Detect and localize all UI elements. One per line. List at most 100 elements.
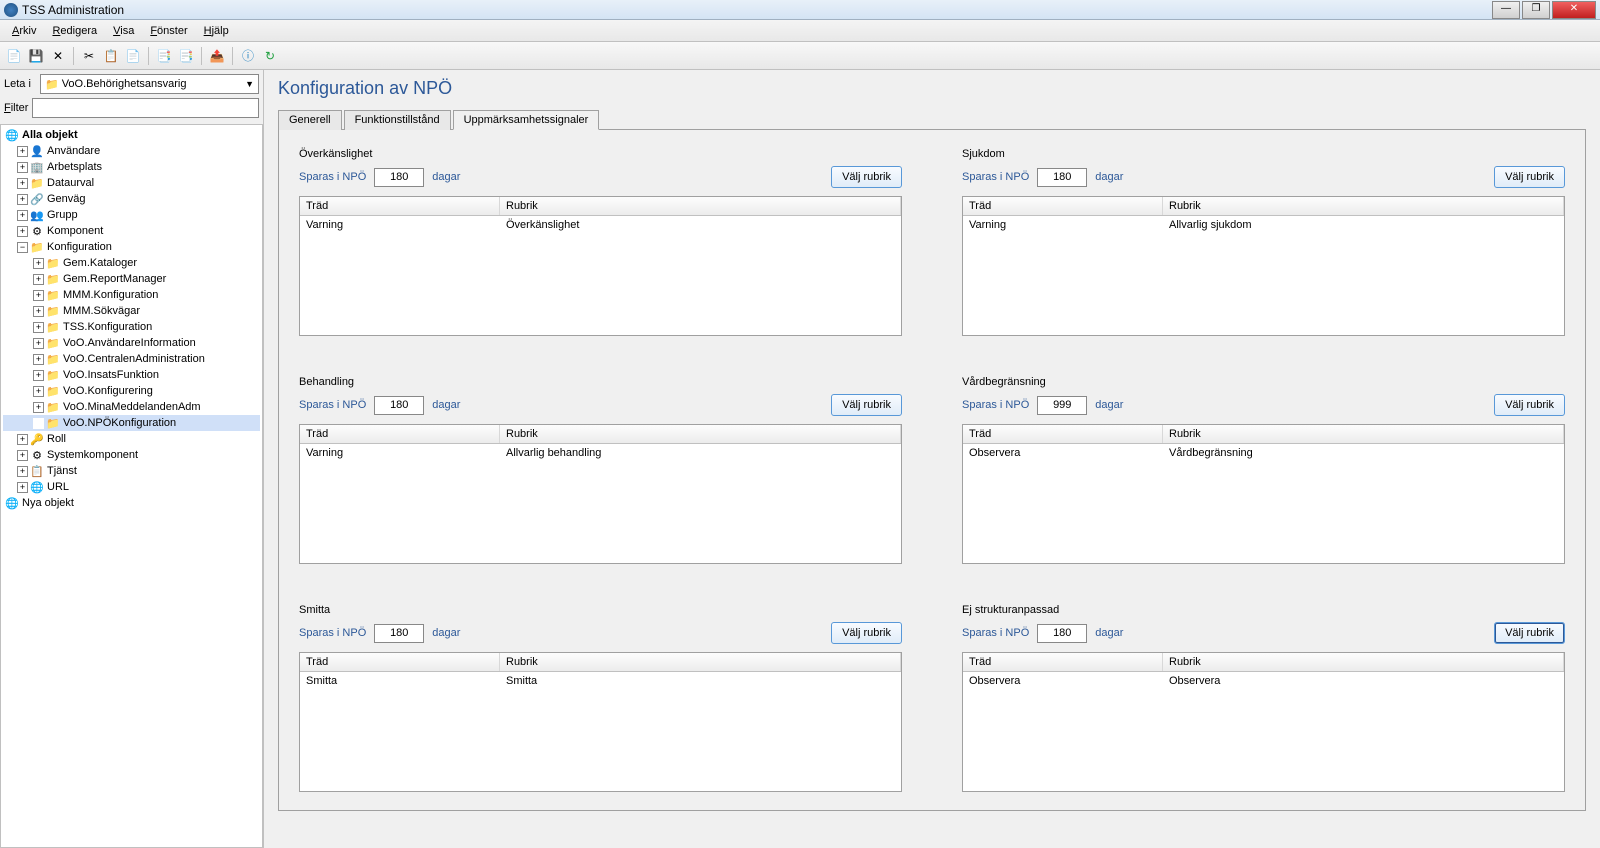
valj-rubrik-button[interactable]: Välj rubrik xyxy=(1494,394,1565,416)
col-rubrik[interactable]: Rubrik xyxy=(1163,653,1564,671)
rubrik-grid[interactable]: Träd Rubrik Observera Vårdbegränsning xyxy=(962,424,1565,564)
tree-item[interactable]: +📋Tjänst xyxy=(3,463,260,479)
valj-rubrik-button[interactable]: Välj rubrik xyxy=(1494,622,1565,644)
tree-item[interactable]: +⚙Komponent xyxy=(3,223,260,239)
grid-row[interactable]: Varning Överkänslighet xyxy=(300,216,901,234)
col-trad[interactable]: Träd xyxy=(963,425,1163,443)
col-rubrik[interactable]: Rubrik xyxy=(1163,425,1564,443)
object-tree[interactable]: 🌐 Alla objekt +👤Användare+🏢Arbetsplats+📁… xyxy=(0,124,263,848)
leta-combo[interactable]: 📁VoO.Behörighetsansvarig ▼ xyxy=(40,74,259,94)
tree-item[interactable]: +⚙Systemkomponent xyxy=(3,447,260,463)
tree-item[interactable]: +📁VoO.AnvändareInformation xyxy=(3,335,260,351)
days-input[interactable] xyxy=(1037,168,1087,187)
menu-visa[interactable]: Visa xyxy=(105,23,142,39)
col-rubrik[interactable]: Rubrik xyxy=(500,425,901,443)
valj-rubrik-button[interactable]: Välj rubrik xyxy=(831,394,902,416)
tree-item[interactable]: +📁VoO.Konfigurering xyxy=(3,383,260,399)
col-rubrik[interactable]: Rubrik xyxy=(500,197,901,215)
rubrik-grid[interactable]: Träd Rubrik Varning Allvarlig sjukdom xyxy=(962,196,1565,336)
new-icon[interactable]: 📄 xyxy=(4,46,24,66)
delete-icon[interactable]: ✕ xyxy=(48,46,68,66)
expand-icon[interactable]: + xyxy=(17,146,28,157)
expand-icon[interactable]: + xyxy=(17,194,28,205)
refresh-icon[interactable]: ↻ xyxy=(260,46,280,66)
tree-item[interactable]: +👤Användare xyxy=(3,143,260,159)
tree-item[interactable]: +📁MMM.Sökvägar xyxy=(3,303,260,319)
tab-generell[interactable]: Generell xyxy=(278,110,342,130)
expand-icon[interactable]: + xyxy=(17,482,28,493)
cut-icon[interactable]: ✂ xyxy=(79,46,99,66)
tree-item[interactable]: +📁VoO.MinaMeddelandenAdm xyxy=(3,399,260,415)
expand-icon[interactable]: + xyxy=(33,338,44,349)
expand-icon[interactable]: + xyxy=(33,306,44,317)
valj-rubrik-button[interactable]: Välj rubrik xyxy=(831,166,902,188)
col-trad[interactable]: Träd xyxy=(963,653,1163,671)
expand-icon[interactable]: + xyxy=(33,354,44,365)
expand-icon[interactable]: + xyxy=(17,450,28,461)
tree-item[interactable]: +📁Gem.ReportManager xyxy=(3,271,260,287)
expand-icon[interactable]: + xyxy=(33,402,44,413)
copy-icon[interactable]: 📋 xyxy=(101,46,121,66)
days-input[interactable] xyxy=(1037,396,1087,415)
rubrik-grid[interactable]: Träd Rubrik Varning Allvarlig behandling xyxy=(299,424,902,564)
col-rubrik[interactable]: Rubrik xyxy=(500,653,901,671)
valj-rubrik-button[interactable]: Välj rubrik xyxy=(831,622,902,644)
filter-input[interactable] xyxy=(32,98,259,118)
grid-row[interactable]: Observera Observera xyxy=(963,672,1564,690)
grid-row[interactable]: Varning Allvarlig sjukdom xyxy=(963,216,1564,234)
expand-icon[interactable]: + xyxy=(33,370,44,381)
info-icon[interactable]: ⓘ xyxy=(238,46,258,66)
tree-item[interactable]: +👥Grupp xyxy=(3,207,260,223)
expand-icon[interactable] xyxy=(33,418,44,429)
close-button[interactable]: ✕ xyxy=(1552,1,1596,19)
collapse-icon[interactable]: − xyxy=(17,242,28,253)
rubrik-grid[interactable]: Träd Rubrik Smitta Smitta xyxy=(299,652,902,792)
col-rubrik[interactable]: Rubrik xyxy=(1163,197,1564,215)
menu-fonster[interactable]: Fönster xyxy=(142,23,195,39)
rubrik-grid[interactable]: Träd Rubrik Varning Överkänslighet xyxy=(299,196,902,336)
menu-redigera[interactable]: Redigera xyxy=(44,23,105,39)
expand-icon[interactable]: + xyxy=(17,178,28,189)
tree-konfiguration[interactable]: − 📁 Konfiguration xyxy=(3,239,260,255)
col-trad[interactable]: Träd xyxy=(963,197,1163,215)
expand-icon[interactable]: + xyxy=(33,386,44,397)
save-icon[interactable]: 💾 xyxy=(26,46,46,66)
expand-icon[interactable]: + xyxy=(33,290,44,301)
tool-icon[interactable]: 📑 xyxy=(176,46,196,66)
tree-item[interactable]: +📁MMM.Konfiguration xyxy=(3,287,260,303)
col-trad[interactable]: Träd xyxy=(300,653,500,671)
tree-item[interactable]: +📁VoO.CentralenAdministration xyxy=(3,351,260,367)
tree-item[interactable]: +🔑Roll xyxy=(3,431,260,447)
col-trad[interactable]: Träd xyxy=(300,425,500,443)
tool-icon[interactable]: 📑 xyxy=(154,46,174,66)
tree-root[interactable]: 🌐 Alla objekt xyxy=(3,127,260,143)
expand-icon[interactable]: + xyxy=(33,322,44,333)
tree-item[interactable]: +🌐URL xyxy=(3,479,260,495)
tree-item[interactable]: +📁VoO.InsatsFunktion xyxy=(3,367,260,383)
menu-arkiv[interactable]: Arkiv xyxy=(4,23,44,39)
maximize-button[interactable]: ❐ xyxy=(1522,1,1550,19)
tree-item[interactable]: +🏢Arbetsplats xyxy=(3,159,260,175)
expand-icon[interactable]: + xyxy=(33,274,44,285)
tree-item[interactable]: +📁TSS.Konfiguration xyxy=(3,319,260,335)
grid-row[interactable]: Varning Allvarlig behandling xyxy=(300,444,901,462)
rubrik-grid[interactable]: Träd Rubrik Observera Observera xyxy=(962,652,1565,792)
expand-icon[interactable]: + xyxy=(17,162,28,173)
valj-rubrik-button[interactable]: Välj rubrik xyxy=(1494,166,1565,188)
tab-funktionstillstand[interactable]: Funktionstillstånd xyxy=(344,110,451,130)
col-trad[interactable]: Träd xyxy=(300,197,500,215)
expand-icon[interactable]: + xyxy=(33,258,44,269)
tree-nya-objekt[interactable]: 🌐 Nya objekt xyxy=(3,495,260,511)
grid-row[interactable]: Observera Vårdbegränsning xyxy=(963,444,1564,462)
export-icon[interactable]: 📤 xyxy=(207,46,227,66)
expand-icon[interactable]: + xyxy=(17,210,28,221)
minimize-button[interactable]: — xyxy=(1492,1,1520,19)
days-input[interactable] xyxy=(374,396,424,415)
expand-icon[interactable]: + xyxy=(17,434,28,445)
paste-icon[interactable]: 📄 xyxy=(123,46,143,66)
tree-item[interactable]: +📁Gem.Kataloger xyxy=(3,255,260,271)
days-input[interactable] xyxy=(374,624,424,643)
tree-item[interactable]: +📁Dataurval xyxy=(3,175,260,191)
days-input[interactable] xyxy=(1037,624,1087,643)
grid-row[interactable]: Smitta Smitta xyxy=(300,672,901,690)
